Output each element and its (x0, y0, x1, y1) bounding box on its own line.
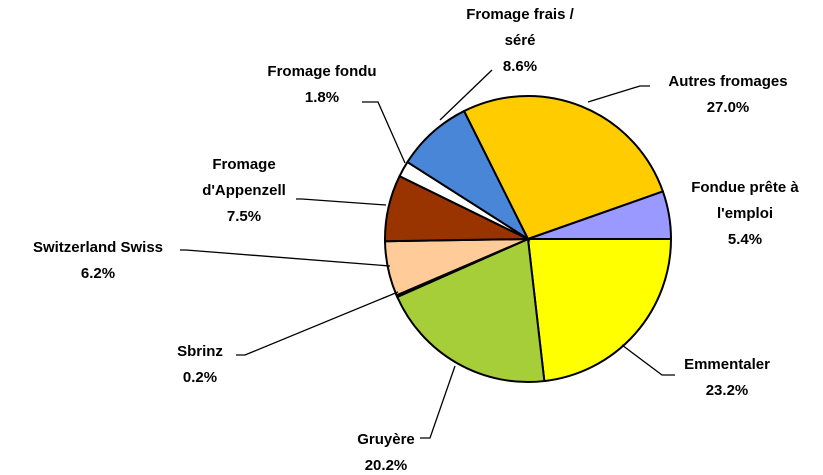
leader-line (587, 85, 650, 103)
slice-label: Emmentaler (684, 356, 770, 373)
leader-line (180, 249, 391, 267)
value-label: 6.2% (81, 265, 115, 282)
slice-label: Fromage d'Appenzell (202, 156, 286, 199)
value-label: 27.0% (707, 99, 750, 116)
value-label: 8.6% (503, 58, 537, 75)
leader-line (236, 291, 399, 356)
value-label: 7.5% (227, 208, 261, 225)
leader-line (420, 365, 456, 439)
leader-line (621, 344, 675, 376)
slice-label: Gruyère (357, 431, 415, 448)
slice-label: Fromage fondu (267, 63, 376, 80)
slice-label: Fromage frais / séré (466, 6, 574, 49)
value-label: 0.2% (183, 369, 217, 386)
pie-slice (527, 190, 673, 240)
pie-slice (462, 95, 665, 241)
value-label: 1.8% (305, 89, 339, 106)
value-label: 5.4% (728, 231, 762, 248)
value-label: 23.2% (706, 382, 749, 399)
leader-line (296, 198, 387, 206)
leader-line (362, 101, 406, 164)
value-label: 20.2% (365, 457, 408, 474)
pie-slice (395, 237, 546, 383)
leader-line (439, 69, 493, 121)
slice-label: Fondue prête à l'emploi (691, 179, 799, 222)
slice-label: Switzerland Swiss (33, 239, 163, 256)
pie-slice (526, 238, 673, 383)
slice-label: Sbrinz (177, 343, 223, 360)
slice-label: Autres fromages (668, 73, 787, 90)
